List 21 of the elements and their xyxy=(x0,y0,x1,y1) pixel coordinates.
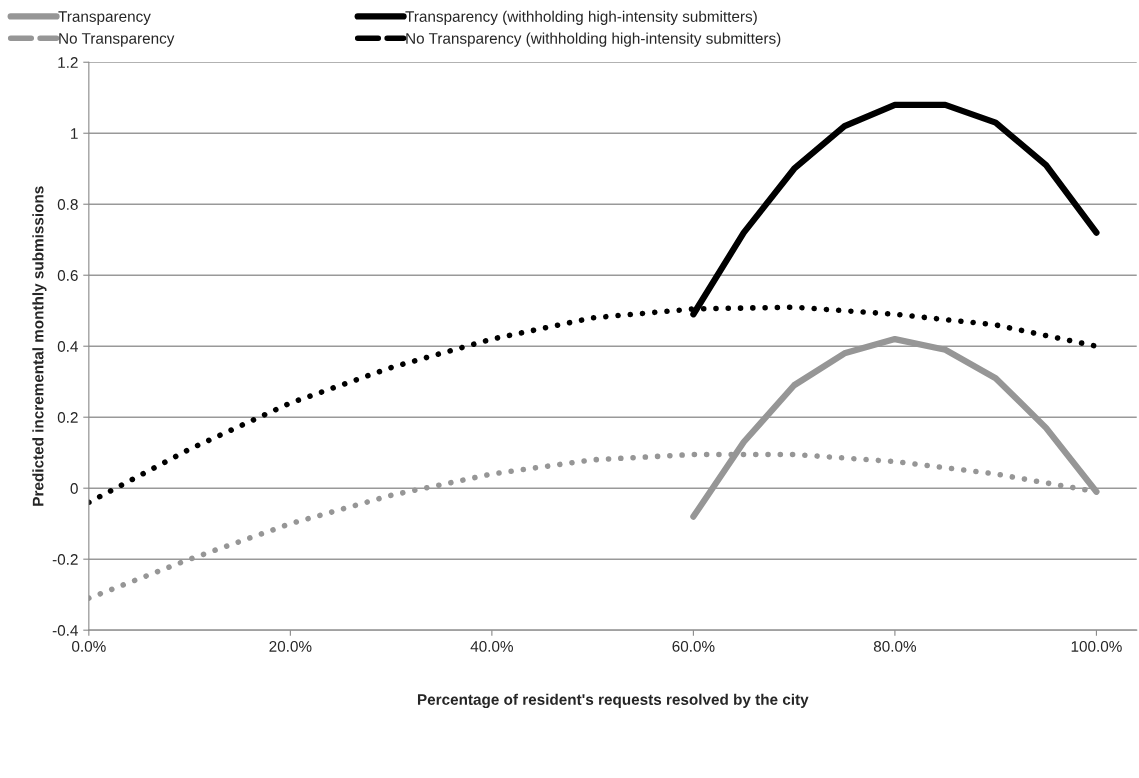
y-tick-label: 1 xyxy=(71,128,78,139)
x-tick-label: 80.0% xyxy=(873,641,917,652)
y-tick-label: -0.2 xyxy=(52,554,78,565)
y-tick-label: 0.8 xyxy=(57,199,78,210)
legend-label: Transparency (withholding high-intensity submitters) xyxy=(405,10,757,25)
x-axis-title: Percentage of resident's requests resolved by the city xyxy=(417,693,809,709)
legend-label: Transparency xyxy=(58,11,151,25)
x-tick-label: 20.0% xyxy=(269,641,312,652)
y-tick-label: 0.2 xyxy=(57,412,78,423)
y-tick-label: 0.4 xyxy=(57,341,78,352)
y-tick-label: 0.6 xyxy=(57,270,78,281)
y-tick-label: 0 xyxy=(70,483,78,494)
legend-label: No Transparency xyxy=(59,33,175,47)
y-tick-label: -0.4 xyxy=(52,625,78,636)
legend-label: No Transparency (withholding high-intensity submitters) xyxy=(406,32,781,47)
y-axis-title: Predicted incremental monthly submissions xyxy=(32,186,47,506)
x-tick-label: 100.0% xyxy=(1071,641,1122,652)
x-tick-label: 40.0% xyxy=(470,641,513,652)
x-tick-label: 0.0% xyxy=(72,641,106,652)
x-tick-label: 60.0% xyxy=(672,641,715,652)
y-tick-label: 1.2 xyxy=(58,57,78,68)
